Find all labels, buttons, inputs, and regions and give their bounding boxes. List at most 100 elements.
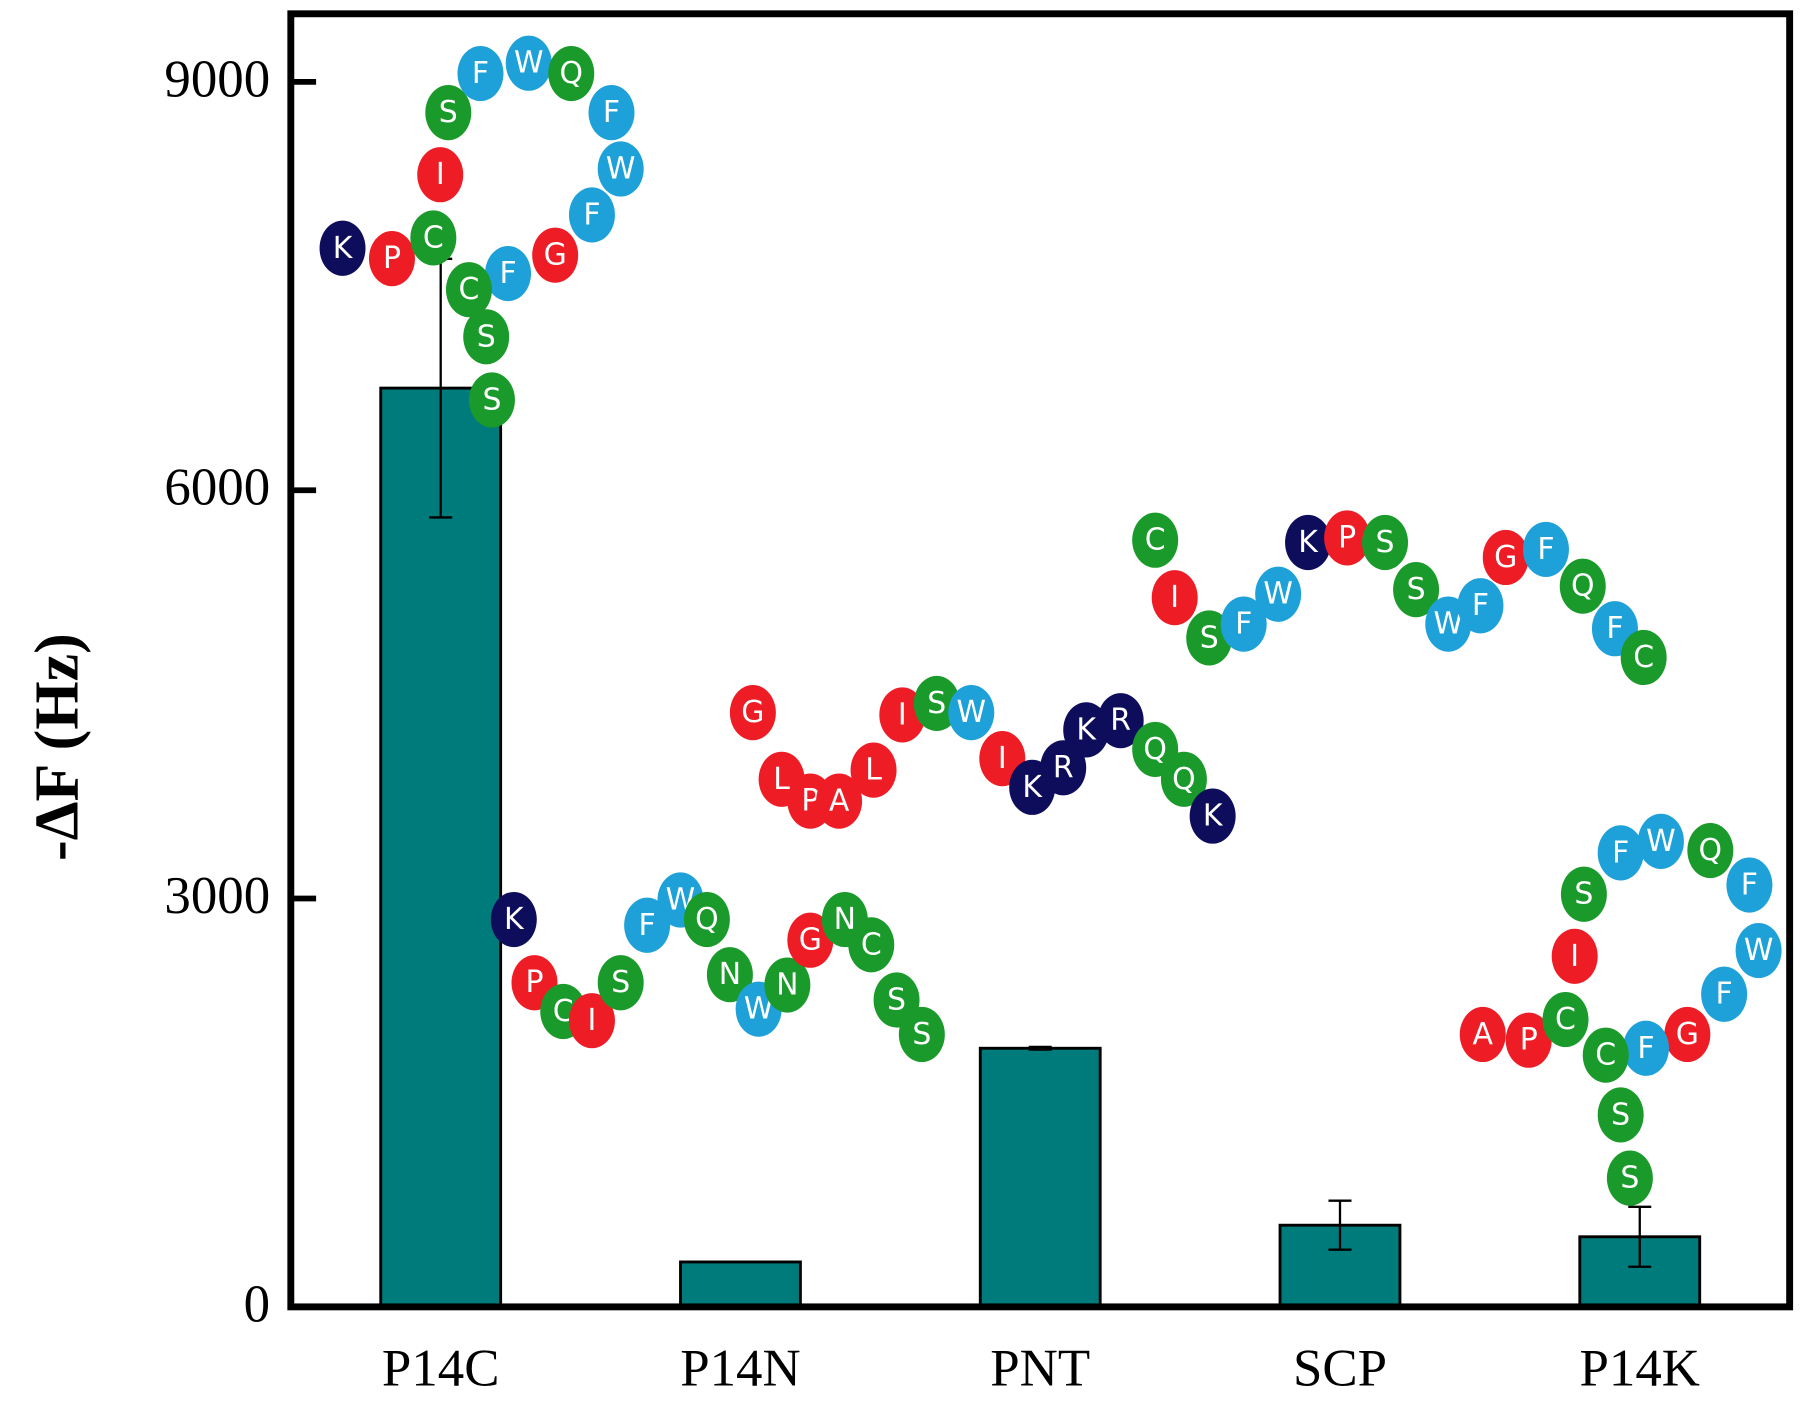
- residue-circle: [1597, 1087, 1644, 1143]
- residue-circle: [410, 210, 457, 266]
- residue-circle: [1582, 1027, 1629, 1083]
- residue-circle: [1606, 1150, 1653, 1206]
- residue-circle: [1482, 529, 1529, 586]
- plot-frame: [287, 10, 1794, 1311]
- residue-label: I: [588, 1003, 597, 1038]
- residue-circle: [1285, 514, 1332, 571]
- error-bar: [1328, 1199, 1352, 1251]
- residue-label: N: [719, 957, 741, 992]
- residue-circle: [729, 685, 776, 741]
- residue-label: F: [499, 256, 516, 291]
- residue-label: S: [1376, 525, 1395, 560]
- residue-circle: [1522, 521, 1569, 578]
- residue-circle: [457, 45, 504, 102]
- residue-label: L: [773, 762, 790, 797]
- residue-circle: [764, 957, 811, 1013]
- residue-label: G: [799, 923, 822, 958]
- residue-label: C: [1595, 1038, 1616, 1073]
- residue-circle: [1151, 570, 1198, 626]
- residue-label: S: [912, 1017, 931, 1052]
- residue-label: S: [1620, 1161, 1639, 1196]
- residue-label: W: [1263, 577, 1293, 612]
- residue-label: S: [1574, 877, 1593, 912]
- residue-circle: [1597, 825, 1644, 881]
- residue-circle: [1551, 928, 1598, 984]
- residue-label: A: [1473, 1017, 1494, 1052]
- residue-label: G: [544, 238, 567, 273]
- residue-circle: [1637, 813, 1684, 869]
- bar: [679, 1260, 802, 1309]
- residue-label: W: [1744, 933, 1774, 968]
- residue-label: Q: [1143, 732, 1167, 767]
- residue-label: N: [776, 968, 798, 1003]
- residue-circle: [505, 35, 552, 91]
- residue-circle: [463, 309, 510, 365]
- residue-label: Q: [1571, 569, 1595, 604]
- residue-circle: [1393, 562, 1440, 618]
- residue-label: K: [1203, 799, 1224, 834]
- residue-label: F: [1537, 532, 1554, 567]
- residue-circle: [417, 147, 464, 203]
- residue-label: K: [1298, 525, 1319, 560]
- residue-circle: [319, 220, 366, 276]
- residue-label: W: [956, 695, 986, 730]
- residue-label: G: [1494, 540, 1517, 575]
- residue-circle: [548, 45, 595, 102]
- residue-circle: [1189, 788, 1236, 844]
- residue-label: W: [606, 151, 636, 186]
- residue-circle: [706, 947, 753, 1003]
- residue-label: C: [861, 927, 882, 962]
- residue-circle: [1560, 866, 1607, 922]
- residue-label: S: [482, 382, 501, 417]
- residue-circle: [425, 85, 472, 141]
- residue-label: W: [514, 46, 544, 81]
- residue-label: S: [477, 319, 496, 354]
- residue-label: P: [1338, 520, 1356, 555]
- residue-label: S: [439, 95, 458, 130]
- residue-label: L: [865, 753, 882, 788]
- residue-label: C: [1555, 1002, 1576, 1037]
- residue-circle: [490, 891, 537, 948]
- residue-label: F: [1637, 1031, 1654, 1066]
- residue-circle: [848, 917, 895, 973]
- residue-circle: [597, 955, 644, 1011]
- residue-circle: [1324, 510, 1371, 566]
- residue-label: F: [639, 908, 656, 943]
- residue-label: C: [1633, 640, 1654, 675]
- bar: [978, 1046, 1102, 1309]
- residue-label: K: [1022, 770, 1043, 805]
- residue-circle: [1459, 1006, 1506, 1063]
- residue-label: K: [333, 231, 354, 266]
- residue-label: Q: [560, 56, 584, 91]
- residue-circle: [568, 993, 615, 1049]
- residue-circle: [683, 891, 730, 948]
- residue-circle: [1160, 751, 1207, 807]
- residue-circle: [1457, 578, 1504, 634]
- residue-circle: [568, 187, 615, 243]
- residue-circle: [1220, 596, 1267, 652]
- residue-circle: [1622, 1020, 1669, 1076]
- residue-circle: [445, 262, 492, 318]
- residue-label: F: [1235, 607, 1252, 642]
- residue-label: I: [1570, 939, 1579, 974]
- residue-circle: [948, 685, 995, 741]
- residue-circle: [1687, 822, 1734, 879]
- residue-circle: [368, 231, 415, 287]
- residue-label: R: [1110, 703, 1131, 738]
- residue-label: P: [801, 784, 819, 819]
- residue-label: S: [611, 965, 630, 1000]
- residue-circle: [787, 912, 834, 968]
- residue-label: I: [898, 697, 907, 732]
- residue-label: G: [1676, 1017, 1699, 1052]
- residue-label: I: [436, 157, 445, 192]
- y-tick-label: 9000: [164, 50, 270, 108]
- residue-circle: [1132, 512, 1179, 568]
- residue-circle: [1542, 991, 1589, 1048]
- residue-label: F: [1612, 835, 1629, 870]
- residue-label: F: [472, 56, 489, 91]
- residue-label: K: [504, 902, 525, 937]
- residue-circle: [913, 675, 960, 732]
